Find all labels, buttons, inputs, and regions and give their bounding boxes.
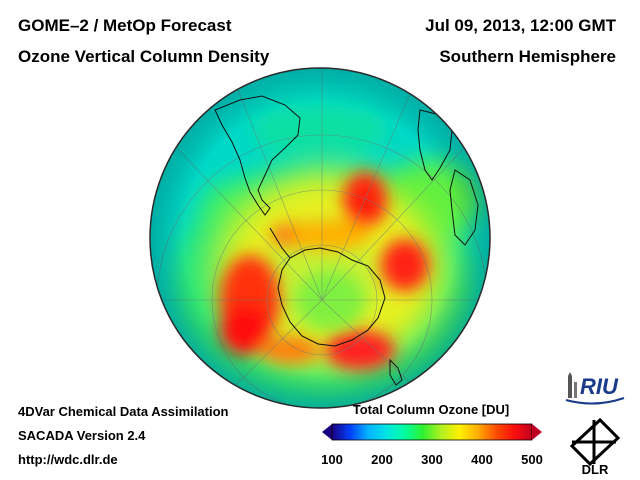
dlr-emblem-icon	[569, 417, 621, 467]
dlr-logo-text: DLR	[582, 462, 609, 476]
hemisphere-label: Southern Hemisphere	[439, 47, 616, 66]
colorbar-legend: Total Column Ozone [DU] 100 200 300 400 …	[318, 402, 548, 472]
colorbar-gradient	[331, 423, 533, 441]
colorbar-tick: 500	[521, 452, 543, 467]
riu-logo: RIU	[565, 372, 625, 405]
map-subtitle: Ozone Vertical Column Density	[18, 47, 270, 66]
colorbar	[322, 423, 542, 441]
footer-line-2: SACADA Version 2.4	[18, 428, 146, 443]
dlr-logo: DLR	[569, 417, 621, 476]
colorbar-tick: 300	[421, 452, 443, 467]
globe-outline	[149, 67, 491, 409]
riu-logo-text: RIU	[580, 374, 619, 399]
colorbar-tick: 100	[321, 452, 343, 467]
footer-url: http://wdc.dlr.de	[18, 452, 118, 467]
colorbar-title: Total Column Ozone [DU]	[352, 402, 510, 417]
forecast-date: Jul 09, 2013, 12:00 GMT	[425, 16, 616, 35]
colorbar-min-arrow	[322, 424, 332, 440]
colorbar-max-arrow	[532, 424, 542, 440]
map-title: GOME–2 / MetOp Forecast	[18, 16, 232, 35]
colorbar-tick: 400	[471, 452, 493, 467]
colorbar-tick: 200	[371, 452, 393, 467]
footer-line-1: 4DVar Chemical Data Assimilation	[18, 404, 229, 419]
